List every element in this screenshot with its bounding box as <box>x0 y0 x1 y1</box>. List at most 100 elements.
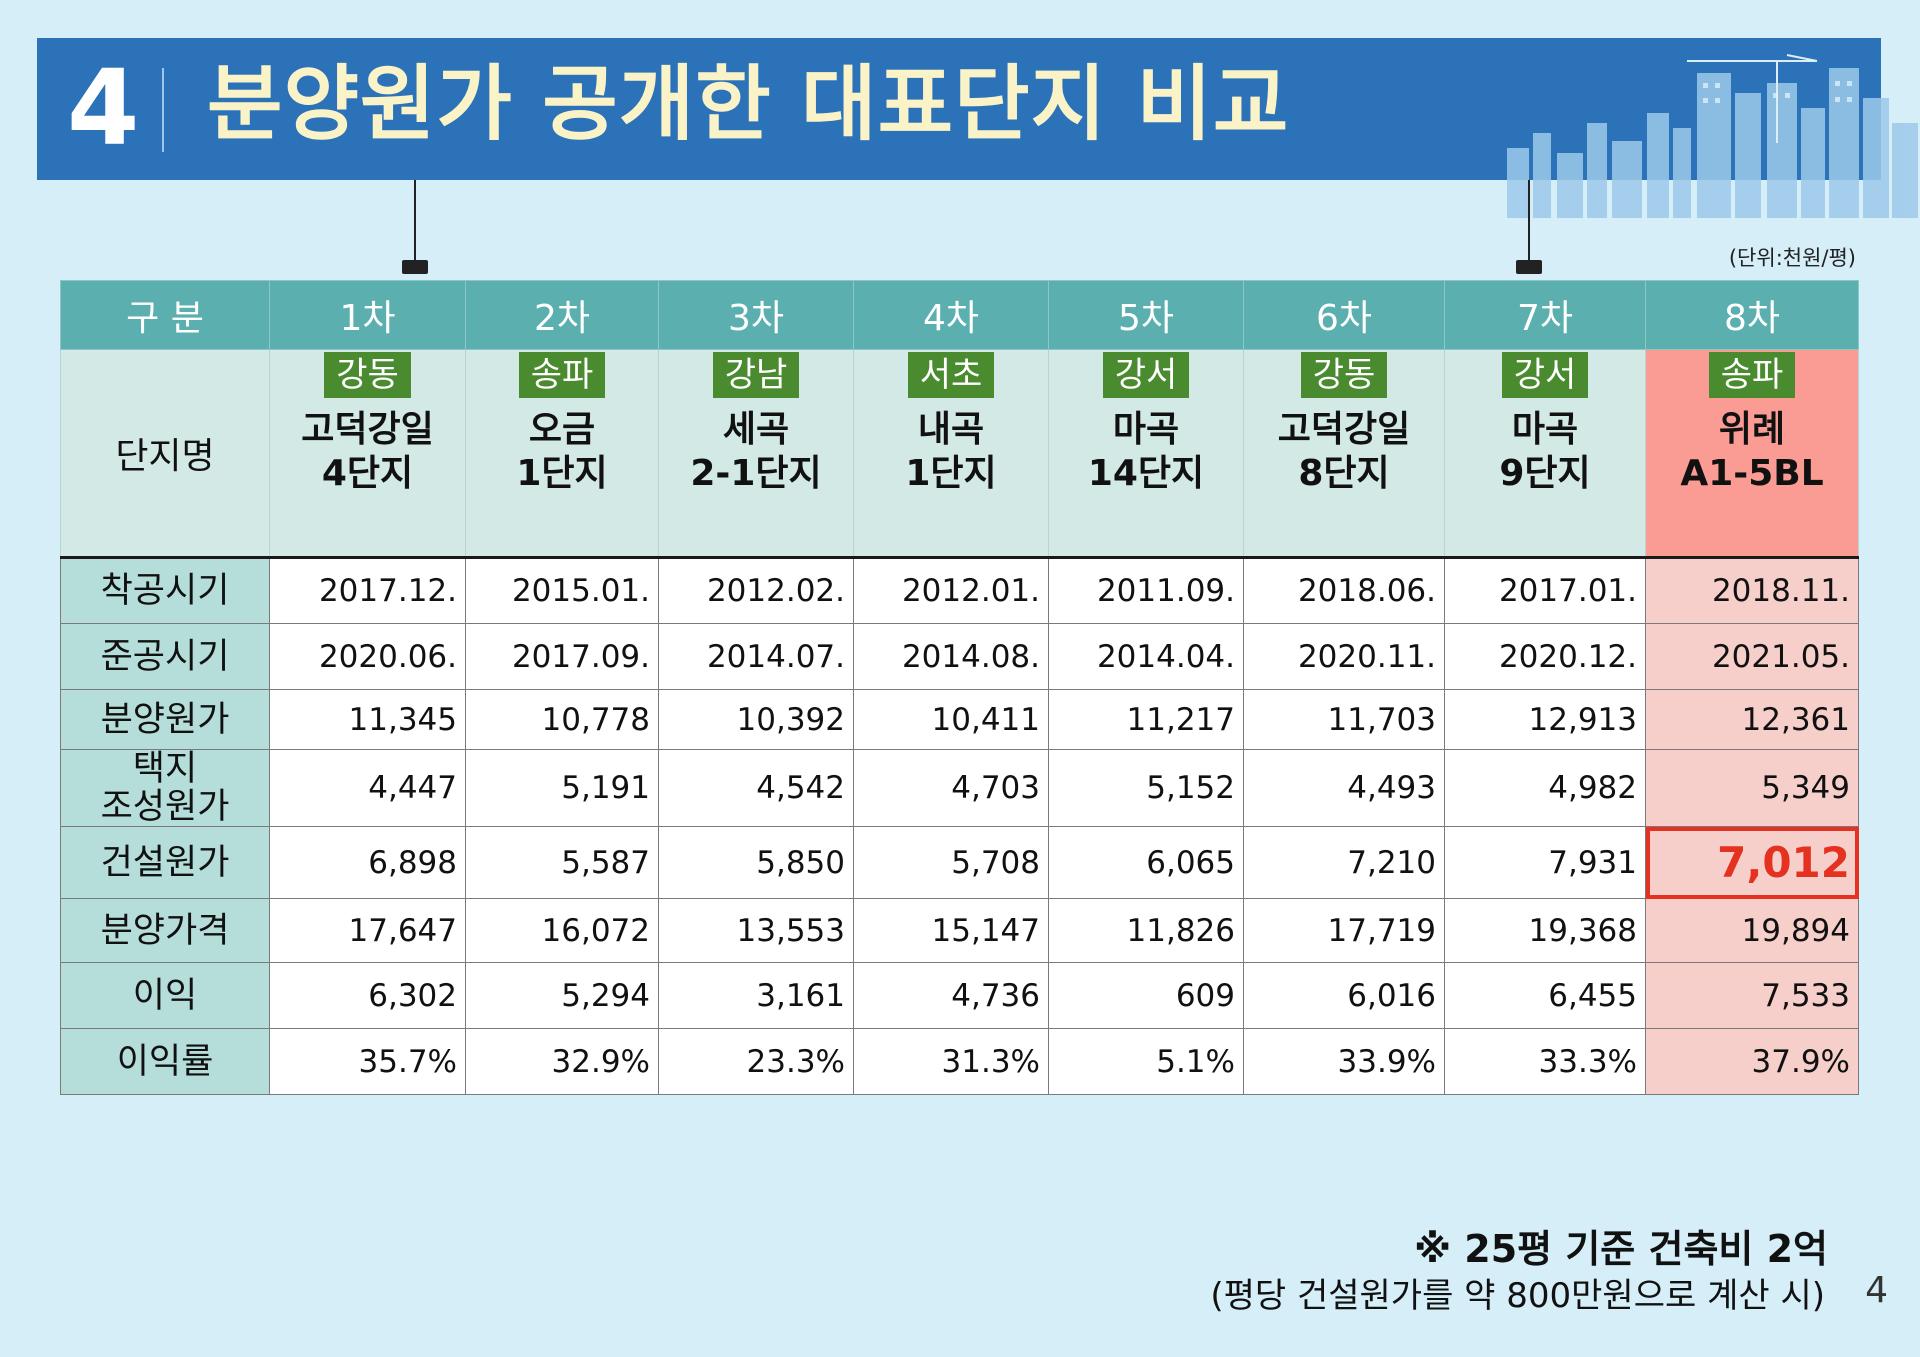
table-cell: 4,736 <box>853 962 1049 1029</box>
table-cell: 11,826 <box>1048 898 1244 963</box>
district-badge: 서초 <box>907 352 995 398</box>
title-divider <box>162 68 164 152</box>
row-label-text: 이익 <box>132 975 198 1016</box>
table-cell: 6,302 <box>269 962 466 1029</box>
table-cell: 5,191 <box>465 749 659 827</box>
complex-name: 마곡 9단지 <box>1499 409 1591 494</box>
row-label-text: 준공시기 <box>100 636 230 677</box>
table-cell: 2021.05. <box>1645 623 1859 690</box>
complex-name: 고덕강일 8단지 <box>1277 409 1411 494</box>
table-cell: 6,016 <box>1243 962 1445 1029</box>
complex-cell: 강서 마곡 14단지 <box>1048 349 1244 559</box>
table-cell: 31.3% <box>853 1028 1049 1095</box>
table-cell: 19,368 <box>1444 898 1646 963</box>
row-label: 분양가격 <box>60 898 270 963</box>
table-cell: 2011.09. <box>1048 557 1244 624</box>
district-badge: 강서 <box>1501 352 1589 398</box>
header-col-1: 1차 <box>269 280 466 350</box>
table-cell: 10,778 <box>465 689 659 750</box>
header-col-8: 8차 <box>1645 280 1859 350</box>
row-label-text: 택지 조성원가 <box>100 749 230 827</box>
table-cell: 19,894 <box>1645 898 1859 963</box>
highlighted-construction-cost: 7,012 <box>1645 826 1859 899</box>
unit-label: (단위:천원/평) <box>1728 246 1856 270</box>
row-label-text: 분양가격 <box>100 910 230 951</box>
table-cell: 609 <box>1048 962 1244 1029</box>
table-cell: 3,161 <box>658 962 854 1029</box>
table-cell: 35.7% <box>269 1028 466 1095</box>
section-number: 4 <box>67 47 140 169</box>
table-cell: 33.3% <box>1444 1028 1646 1095</box>
row-label-text: 건설원가 <box>100 842 230 883</box>
table-cell: 11,217 <box>1048 689 1244 750</box>
hanger-clip-right <box>1516 260 1542 274</box>
table-cell: 5,587 <box>465 826 659 899</box>
complex-name: 내곡 1단지 <box>905 409 997 494</box>
table-cell: 37.9% <box>1645 1028 1859 1095</box>
table-cell: 33.9% <box>1243 1028 1445 1095</box>
table-row: 이익률 35.7% 32.9% 23.3% 31.3% 5.1% 33.9% 33.3% 37.… <box>60 1028 1859 1095</box>
header-col-5: 5차 <box>1048 280 1244 350</box>
table-cell: 6,065 <box>1048 826 1244 899</box>
table-cell: 5,708 <box>853 826 1049 899</box>
table-cell: 17,719 <box>1243 898 1445 963</box>
table-cell: 4,447 <box>269 749 466 827</box>
table-cell: 17,647 <box>269 898 466 963</box>
comparison-table: 구 분 1차 2차 3차 4차 5차 6차 7차 8차 단지명 강동 고덕강일 4… <box>60 280 1859 1095</box>
footnote-cost: ※ 25평 기준 건축비 2억 <box>1414 1227 1828 1271</box>
table-cell: 16,072 <box>465 898 659 963</box>
table-row: 택지 조성원가 4,447 5,191 4,542 4,703 5,152 4,493 4,9… <box>60 749 1859 827</box>
district-badge: 강동 <box>1300 352 1388 398</box>
table-cell: 6,455 <box>1444 962 1646 1029</box>
title-banner: 4 분양원가 공개한 대표단지 비교 <box>37 38 1918 218</box>
row-label: 준공시기 <box>60 623 270 690</box>
header-col-7: 7차 <box>1444 280 1646 350</box>
table-row: 준공시기 2020.06. 2017.09. 2014.07. 2014.08. 2014… <box>60 623 1859 690</box>
complex-name: 오금 1단지 <box>516 409 608 494</box>
table-row: 건설원가 6,898 5,587 5,850 5,708 6,065 7,210 7,931 7… <box>60 826 1859 899</box>
table-cell: 2017.12. <box>269 557 466 624</box>
table-cell: 2017.01. <box>1444 557 1646 624</box>
district-badge: 송파 <box>518 352 606 398</box>
highlighted-value: 7,012 <box>1717 838 1850 887</box>
table-cell: 7,931 <box>1444 826 1646 899</box>
complex-name-row: 단지명 강동 고덕강일 4단지 송파 오금 1단지 강남 세곡 2-1단지 서초 내곡 … <box>60 349 1859 559</box>
table-cell: 2018.11. <box>1645 557 1859 624</box>
table-cell: 12,913 <box>1444 689 1646 750</box>
city-skyline-illustration <box>1507 54 1918 218</box>
header-col-4: 4차 <box>853 280 1049 350</box>
header-corner: 구 분 <box>60 280 270 350</box>
table-cell: 4,542 <box>658 749 854 827</box>
table-cell: 7,210 <box>1243 826 1445 899</box>
table-row: 분양원가 11,345 10,778 10,392 10,411 11,217 11,703… <box>60 689 1859 750</box>
table-cell: 10,411 <box>853 689 1049 750</box>
table-cell: 5,294 <box>465 962 659 1029</box>
footnote-basis: (평당 건설원가를 약 800만원으로 계산 시) <box>1210 1276 1825 1316</box>
table-cell: 32.9% <box>465 1028 659 1095</box>
table-cell: 11,703 <box>1243 689 1445 750</box>
district-badge: 강남 <box>712 352 800 398</box>
hanger-wire-left <box>414 180 416 262</box>
table-row: 착공시기 2017.12. 2015.01. 2012.02. 2012.01. 2011… <box>60 557 1859 624</box>
row-label: 분양원가 <box>60 689 270 750</box>
table-cell: 4,493 <box>1243 749 1445 827</box>
table-cell: 2020.06. <box>269 623 466 690</box>
row-label: 택지 조성원가 <box>60 749 270 827</box>
table-cell: 2015.01. <box>465 557 659 624</box>
complex-name: 세곡 2-1단지 <box>690 409 822 494</box>
table-cell: 2014.08. <box>853 623 1049 690</box>
table-cell: 5,349 <box>1645 749 1859 827</box>
table-cell: 2020.12. <box>1444 623 1646 690</box>
table-cell: 4,703 <box>853 749 1049 827</box>
row-label-text: 착공시기 <box>100 571 230 611</box>
table-cell: 13,553 <box>658 898 854 963</box>
hanger-wire-right <box>1528 180 1530 262</box>
hanger-clip-left <box>402 260 428 274</box>
table-cell: 2018.06. <box>1243 557 1445 624</box>
table-cell: 2014.07. <box>658 623 854 690</box>
table-cell: 5.1% <box>1048 1028 1244 1095</box>
table-cell: 2014.04. <box>1048 623 1244 690</box>
